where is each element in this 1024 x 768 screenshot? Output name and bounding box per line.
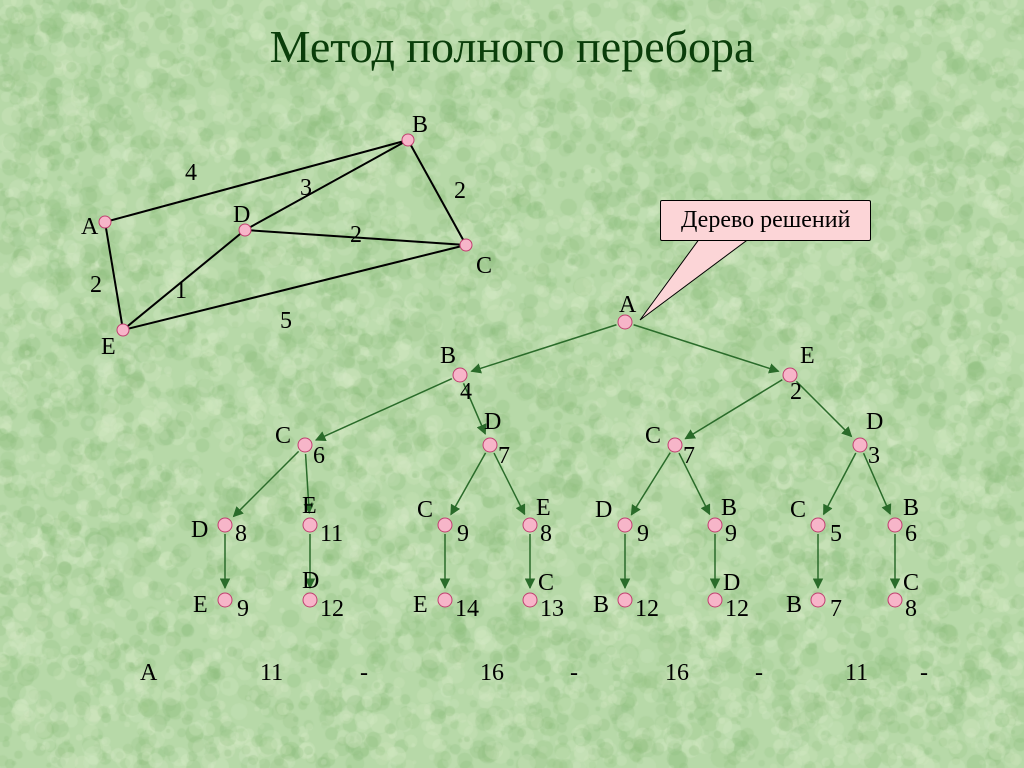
graph-weight: 2 (454, 178, 466, 205)
graph-weight: 5 (280, 308, 292, 335)
tree-node-label: D (866, 409, 883, 436)
result-cell: - (755, 660, 763, 687)
tree-node-label: E (302, 493, 317, 520)
tree-node-value: 7 (830, 596, 842, 623)
tree-node-label: C (275, 423, 291, 450)
result-cell: 11 (260, 660, 283, 687)
tree-node-value: 9 (637, 521, 649, 548)
tree-node-value: 12 (635, 596, 659, 623)
tree-node-value: 9 (237, 596, 249, 623)
tree-node-value: 7 (683, 443, 695, 470)
tree-node-label: D (191, 517, 208, 544)
tree-node-value: 6 (905, 521, 917, 548)
tree-node-label: B (593, 592, 609, 619)
tree-node-value: 6 (313, 443, 325, 470)
tree-node-value: 7 (498, 443, 510, 470)
tree-node-label: B (786, 592, 802, 619)
result-cell: A (140, 660, 157, 687)
tree-node-label: D (302, 568, 319, 595)
tree-node-label: C (538, 570, 554, 597)
result-cell: - (920, 660, 928, 687)
tree-node-value: 3 (868, 443, 880, 470)
result-cell: - (360, 660, 368, 687)
decision-tree-callout: Дерево решений (660, 200, 871, 241)
tree-node-value: 11 (320, 521, 343, 548)
tree-node-label: E (536, 495, 551, 522)
tree-node-value: 8 (235, 521, 247, 548)
tree-node-value: 8 (905, 596, 917, 623)
graph-node-label: E (101, 334, 116, 361)
graph-node-label: D (233, 202, 250, 229)
tree-node-label: E (413, 592, 428, 619)
tree-node-value: 13 (540, 596, 564, 623)
graph-node-label: A (81, 214, 98, 241)
tree-node-label: E (800, 343, 815, 370)
graph-weight: 2 (90, 272, 102, 299)
tree-node-value: 14 (455, 596, 479, 623)
graph-weight: 2 (350, 222, 362, 249)
tree-node-label: C (417, 497, 433, 524)
graph-weight: 1 (175, 278, 187, 305)
result-cell: - (570, 660, 578, 687)
result-cell: 16 (480, 660, 504, 687)
tree-node-label: B (903, 495, 919, 522)
tree-node-value: 4 (460, 379, 472, 406)
result-cell: 16 (665, 660, 689, 687)
tree-node-value: 2 (790, 379, 802, 406)
graph-node-label: C (476, 253, 492, 280)
tree-node-label: D (484, 409, 501, 436)
tree-node-label: C (903, 570, 919, 597)
tree-node-label: D (723, 570, 740, 597)
graph-node-label: B (412, 112, 428, 139)
result-cell: 11 (845, 660, 868, 687)
tree-node-value: 12 (725, 596, 749, 623)
tree-node-value: 9 (457, 521, 469, 548)
tree-node-value: 5 (830, 521, 842, 548)
tree-node-label: B (440, 343, 456, 370)
graph-weight: 4 (185, 160, 197, 187)
graph-weight: 3 (300, 175, 312, 202)
tree-node-label: B (721, 495, 737, 522)
tree-node-label: C (790, 497, 806, 524)
tree-node-value: 9 (725, 521, 737, 548)
tree-node-label: C (645, 423, 661, 450)
tree-node-label: E (193, 592, 208, 619)
tree-node-label: A (619, 292, 636, 319)
tree-node-value: 8 (540, 521, 552, 548)
callout-label: Дерево решений (660, 200, 871, 241)
tree-node-label: D (595, 497, 612, 524)
tree-node-value: 12 (320, 596, 344, 623)
diagram-svg (0, 0, 1024, 768)
